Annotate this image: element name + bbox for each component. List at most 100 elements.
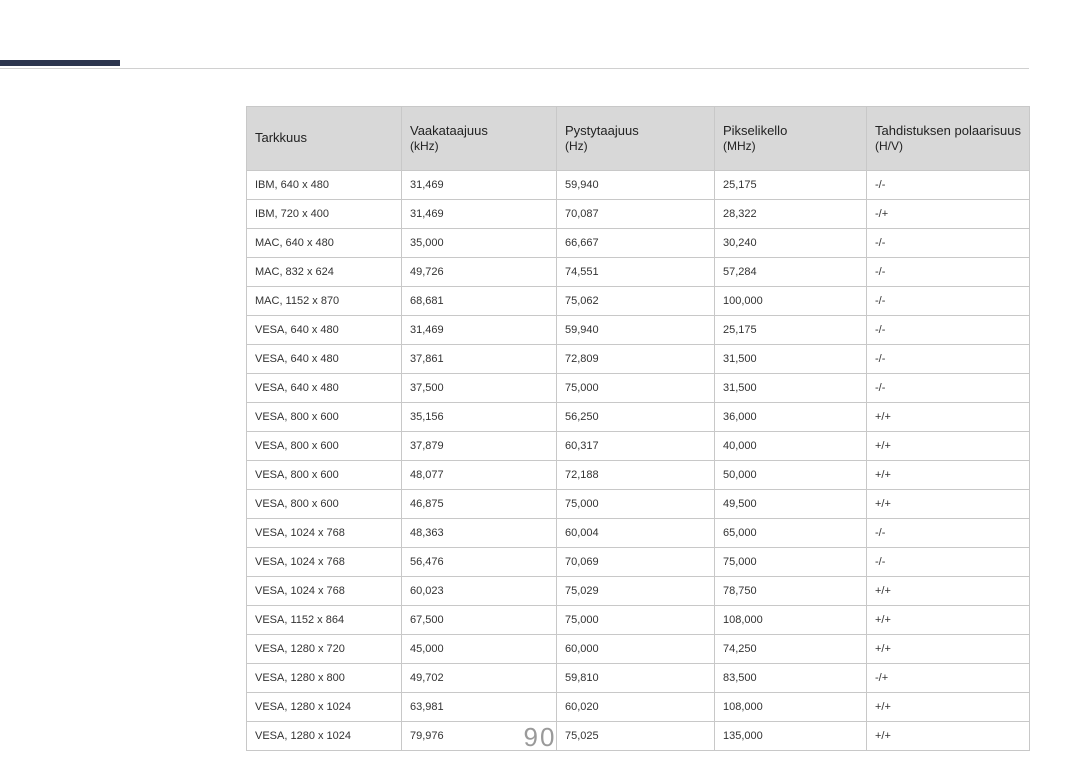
col-header-sub: (kHz)	[410, 139, 548, 154]
col-header-sub: (Hz)	[565, 139, 706, 154]
table-row: VESA, 1280 x 102463,98160,020108,000+/+	[247, 693, 1030, 722]
table-cell: 70,069	[557, 548, 715, 577]
table-row: VESA, 640 x 48037,86172,80931,500-/-	[247, 345, 1030, 374]
table-cell: 35,156	[402, 403, 557, 432]
table-cell: +/+	[867, 403, 1030, 432]
table-row: IBM, 640 x 48031,46959,94025,175-/-	[247, 171, 1030, 200]
table-cell: 60,023	[402, 577, 557, 606]
table-cell: 75,000	[557, 490, 715, 519]
table-cell: 75,062	[557, 287, 715, 316]
table-cell: -/-	[867, 548, 1030, 577]
table-cell: 31,500	[715, 374, 867, 403]
table-header: Tarkkuus Vaakataajuus (kHz) Pystytaajuus…	[247, 107, 1030, 171]
table-cell: 48,363	[402, 519, 557, 548]
col-header-syncpolarity: Tahdistuksen polaarisuus (H/V)	[867, 107, 1030, 171]
table-row: MAC, 832 x 62449,72674,55157,284-/-	[247, 258, 1030, 287]
table-cell: +/+	[867, 606, 1030, 635]
col-header-label: Pikselikello	[723, 123, 787, 138]
table-cell: VESA, 1280 x 800	[247, 664, 402, 693]
table-cell: 68,681	[402, 287, 557, 316]
table-cell: 31,469	[402, 171, 557, 200]
table-cell: MAC, 640 x 480	[247, 229, 402, 258]
table-cell: 72,188	[557, 461, 715, 490]
table-cell: 65,000	[715, 519, 867, 548]
col-header-label: Tarkkuus	[255, 130, 307, 145]
table-row: MAC, 1152 x 87068,68175,062100,000-/-	[247, 287, 1030, 316]
table-cell: 75,000	[557, 606, 715, 635]
table-cell: 57,284	[715, 258, 867, 287]
col-header-label: Pystytaajuus	[565, 123, 639, 138]
table-cell: -/+	[867, 200, 1030, 229]
header-accent-bar	[0, 60, 120, 66]
table-cell: 108,000	[715, 693, 867, 722]
table-cell: VESA, 1280 x 1024	[247, 693, 402, 722]
table-row: VESA, 1024 x 76856,47670,06975,000-/-	[247, 548, 1030, 577]
table-cell: 31,469	[402, 316, 557, 345]
table-cell: 37,861	[402, 345, 557, 374]
table-cell: 28,322	[715, 200, 867, 229]
table-cell: 37,879	[402, 432, 557, 461]
col-header-resolution: Tarkkuus	[247, 107, 402, 171]
table-cell: 25,175	[715, 316, 867, 345]
table-row: VESA, 640 x 48031,46959,94025,175-/-	[247, 316, 1030, 345]
table-body: IBM, 640 x 48031,46959,94025,175-/-IBM, …	[247, 171, 1030, 751]
table-cell: -/-	[867, 287, 1030, 316]
table-row: VESA, 640 x 48037,50075,00031,500-/-	[247, 374, 1030, 403]
table-cell: 48,077	[402, 461, 557, 490]
table-cell: VESA, 1280 x 720	[247, 635, 402, 664]
table-cell: +/+	[867, 490, 1030, 519]
table-cell: -/-	[867, 374, 1030, 403]
table-cell: 66,667	[557, 229, 715, 258]
table-cell: 59,810	[557, 664, 715, 693]
table-cell: IBM, 640 x 480	[247, 171, 402, 200]
table-cell: 35,000	[402, 229, 557, 258]
table-cell: 37,500	[402, 374, 557, 403]
table-cell: 60,020	[557, 693, 715, 722]
table-cell: VESA, 800 x 600	[247, 432, 402, 461]
table-row: MAC, 640 x 48035,00066,66730,240-/-	[247, 229, 1030, 258]
table-cell: +/+	[867, 577, 1030, 606]
table-cell: 60,317	[557, 432, 715, 461]
table-cell: IBM, 720 x 400	[247, 200, 402, 229]
table-row: VESA, 1280 x 72045,00060,00074,250+/+	[247, 635, 1030, 664]
table-cell: 49,500	[715, 490, 867, 519]
table-cell: VESA, 640 x 480	[247, 316, 402, 345]
table-cell: VESA, 640 x 480	[247, 345, 402, 374]
table-header-row: Tarkkuus Vaakataajuus (kHz) Pystytaajuus…	[247, 107, 1030, 171]
table-cell: 100,000	[715, 287, 867, 316]
col-header-hfreq: Vaakataajuus (kHz)	[402, 107, 557, 171]
table-cell: 36,000	[715, 403, 867, 432]
table-cell: VESA, 1024 x 768	[247, 548, 402, 577]
header-rule	[0, 68, 1029, 69]
table-cell: 60,004	[557, 519, 715, 548]
table-cell: -/-	[867, 519, 1030, 548]
table-cell: MAC, 1152 x 870	[247, 287, 402, 316]
table-cell: -/-	[867, 171, 1030, 200]
table-cell: 25,175	[715, 171, 867, 200]
table-cell: 49,702	[402, 664, 557, 693]
table-cell: 31,500	[715, 345, 867, 374]
table-cell: VESA, 1024 x 768	[247, 577, 402, 606]
table-cell: +/+	[867, 461, 1030, 490]
table-row: VESA, 1280 x 80049,70259,81083,500-/+	[247, 664, 1030, 693]
table-cell: -/+	[867, 664, 1030, 693]
table-cell: 60,000	[557, 635, 715, 664]
table-cell: -/-	[867, 345, 1030, 374]
table-cell: 56,250	[557, 403, 715, 432]
table-cell: +/+	[867, 693, 1030, 722]
col-header-label: Tahdistuksen polaarisuus	[875, 123, 1021, 138]
table-cell: 49,726	[402, 258, 557, 287]
table-cell: 75,000	[715, 548, 867, 577]
table-row: VESA, 800 x 60046,87575,00049,500+/+	[247, 490, 1030, 519]
table-cell: VESA, 1024 x 768	[247, 519, 402, 548]
table-cell: VESA, 1152 x 864	[247, 606, 402, 635]
col-header-pixelclock: Pikselikello (MHz)	[715, 107, 867, 171]
table-cell: 70,087	[557, 200, 715, 229]
table-row: VESA, 1024 x 76848,36360,00465,000-/-	[247, 519, 1030, 548]
table-cell: 59,940	[557, 171, 715, 200]
table-cell: VESA, 800 x 600	[247, 490, 402, 519]
table-cell: -/-	[867, 258, 1030, 287]
table-cell: VESA, 800 x 600	[247, 461, 402, 490]
col-header-sub: (H/V)	[875, 139, 1021, 154]
timing-table-container: Tarkkuus Vaakataajuus (kHz) Pystytaajuus…	[246, 106, 1029, 751]
